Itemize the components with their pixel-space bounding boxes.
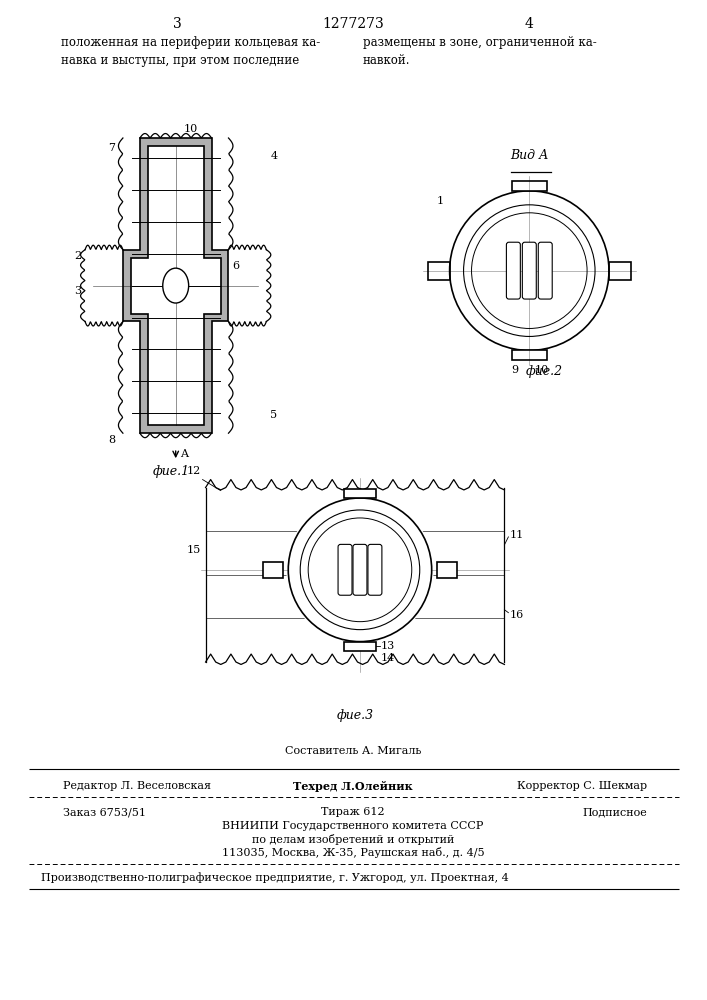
Text: 14: 14	[381, 653, 395, 663]
Text: 10: 10	[184, 124, 198, 134]
Text: Корректор С. Шекмар: Корректор С. Шекмар	[517, 781, 647, 791]
Text: Редактор Л. Веселовская: Редактор Л. Веселовская	[63, 781, 211, 791]
Text: Тираж 612: Тираж 612	[321, 807, 385, 817]
Bar	[512, 181, 547, 191]
Text: 7: 7	[108, 143, 115, 153]
FancyBboxPatch shape	[353, 544, 367, 595]
Circle shape	[286, 496, 433, 644]
Text: положенная на периферии кольцевая ка-
навка и выступы, при этом последние: положенная на периферии кольцевая ка- на…	[61, 36, 320, 67]
FancyBboxPatch shape	[538, 242, 552, 299]
Text: 12: 12	[187, 466, 201, 476]
Text: 4: 4	[525, 17, 534, 31]
Ellipse shape	[163, 268, 189, 303]
Text: по делам изобретений и открытий: по делам изобретений и открытий	[252, 834, 454, 845]
Bar	[263, 562, 284, 578]
Text: A: A	[180, 449, 187, 459]
Bar	[512, 350, 547, 360]
Bar	[437, 562, 457, 578]
Text: Производственно-полиграфическое предприятие, г. Ужгород, ул. Проектная, 4: Производственно-полиграфическое предприя…	[41, 872, 509, 883]
FancyBboxPatch shape	[506, 242, 520, 299]
Text: 8: 8	[107, 435, 115, 445]
Text: 3: 3	[173, 17, 182, 31]
Bar	[428, 262, 450, 280]
Text: фие.2: фие.2	[526, 365, 563, 378]
Text: 6: 6	[233, 261, 240, 271]
Circle shape	[300, 510, 420, 630]
FancyBboxPatch shape	[522, 242, 537, 299]
Text: 2: 2	[74, 251, 81, 261]
Text: фие.1: фие.1	[152, 465, 189, 478]
Text: Техред Л.Олейник: Техред Л.Олейник	[293, 781, 413, 792]
Text: 3: 3	[74, 286, 81, 296]
Text: Составитель А. Мигаль: Составитель А. Мигаль	[285, 746, 421, 756]
Polygon shape	[123, 138, 228, 433]
Text: 1277273: 1277273	[322, 17, 384, 31]
Text: 4: 4	[270, 151, 277, 161]
Text: 10: 10	[534, 365, 549, 375]
Circle shape	[308, 518, 411, 622]
FancyBboxPatch shape	[338, 544, 352, 595]
Bar	[206, 488, 504, 662]
Text: размещены в зоне, ограниченной ка-
навкой.: размещены в зоне, ограниченной ка- навко…	[363, 36, 597, 67]
Circle shape	[464, 205, 595, 336]
Text: Вид А: Вид А	[510, 149, 549, 162]
Polygon shape	[131, 146, 221, 425]
Circle shape	[288, 498, 432, 642]
Bar	[609, 262, 631, 280]
Text: Подписное: Подписное	[582, 807, 647, 817]
Text: фие.3: фие.3	[337, 709, 373, 722]
Text: Заказ 6753/51: Заказ 6753/51	[63, 807, 146, 817]
Text: ВНИИПИ Государственного комитета СССР: ВНИИПИ Государственного комитета СССР	[222, 821, 484, 831]
Text: 11: 11	[509, 530, 524, 540]
Text: 9: 9	[511, 365, 518, 375]
Text: 113035, Москва, Ж-35, Раушская наб., д. 4/5: 113035, Москва, Ж-35, Раушская наб., д. …	[222, 847, 484, 858]
Text: 13: 13	[381, 641, 395, 651]
Text: 15: 15	[187, 545, 201, 555]
Bar	[344, 489, 376, 498]
Text: 16: 16	[509, 610, 524, 620]
Circle shape	[472, 213, 587, 328]
Circle shape	[450, 191, 609, 350]
Text: 1: 1	[436, 196, 444, 206]
Text: 5: 5	[270, 410, 277, 420]
Bar	[344, 642, 376, 651]
FancyBboxPatch shape	[368, 544, 382, 595]
